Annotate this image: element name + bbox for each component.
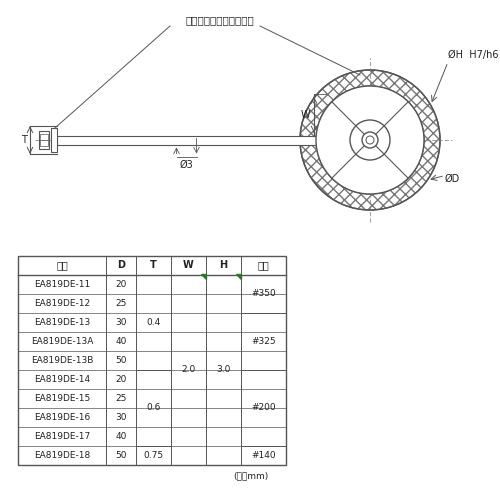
Text: 30: 30 [115, 413, 127, 422]
Text: 0.6: 0.6 [146, 404, 160, 412]
Text: EA819DE-13A: EA819DE-13A [31, 337, 93, 346]
Text: H: H [220, 260, 228, 270]
Text: EA819DE-14: EA819DE-14 [34, 375, 90, 384]
Text: ØH  H7/h6: ØH H7/h6 [448, 50, 498, 60]
Bar [40, 134, 48, 140]
Text: 3.0: 3.0 [216, 366, 230, 374]
Text: #140: #140 [251, 451, 276, 460]
Text: 25: 25 [116, 394, 126, 403]
Text: 粒度: 粒度 [258, 260, 270, 270]
Bar [40, 140, 48, 146]
Text: 40: 40 [116, 337, 126, 346]
Text: 50: 50 [115, 451, 127, 460]
Text: #350: #350 [251, 290, 276, 298]
Text: EA819DE-17: EA819DE-17 [34, 432, 90, 441]
Text: EA819DE-16: EA819DE-16 [34, 413, 90, 422]
Bar [57, 136, 316, 144]
Bar [39, 131, 49, 149]
Text: #200: #200 [251, 404, 276, 412]
Circle shape [366, 136, 374, 144]
Text: 30: 30 [115, 318, 127, 327]
Polygon shape [236, 274, 241, 279]
Text: 20: 20 [116, 280, 126, 289]
Text: EA819DE-18: EA819DE-18 [34, 451, 90, 460]
Text: EA819DE-12: EA819DE-12 [34, 299, 90, 308]
Text: 0.75: 0.75 [144, 451, 164, 460]
Text: #325: #325 [251, 337, 276, 346]
Text: 2.0: 2.0 [182, 366, 196, 374]
Text: D: D [117, 260, 125, 270]
Text: 品番: 品番 [56, 260, 68, 270]
Text: W: W [183, 260, 194, 270]
Text: ØD: ØD [445, 174, 460, 184]
Text: 50: 50 [115, 356, 127, 365]
Text: W: W [300, 110, 310, 120]
Circle shape [350, 120, 390, 160]
Bar [51, 128, 57, 152]
Circle shape [362, 132, 378, 148]
Text: 25: 25 [116, 299, 126, 308]
Text: 40: 40 [116, 432, 126, 441]
Text: (単位mm): (単位mm) [234, 471, 268, 480]
Text: T: T [150, 260, 157, 270]
Text: EA819DE-13B: EA819DE-13B [31, 356, 93, 365]
Text: Ø3: Ø3 [180, 160, 194, 170]
Text: T: T [21, 135, 27, 145]
Circle shape [316, 86, 424, 194]
Text: EA819DE-13: EA819DE-13 [34, 318, 90, 327]
Text: EA819DE-15: EA819DE-15 [34, 394, 90, 403]
Bar [18, 256, 286, 465]
Text: EA819DE-11: EA819DE-11 [34, 280, 90, 289]
Text: 20: 20 [116, 375, 126, 384]
Text: 0.4: 0.4 [146, 318, 160, 327]
Text: ダイヤモンドプレート部: ダイヤモンドプレート部 [186, 15, 254, 25]
Polygon shape [201, 274, 206, 279]
